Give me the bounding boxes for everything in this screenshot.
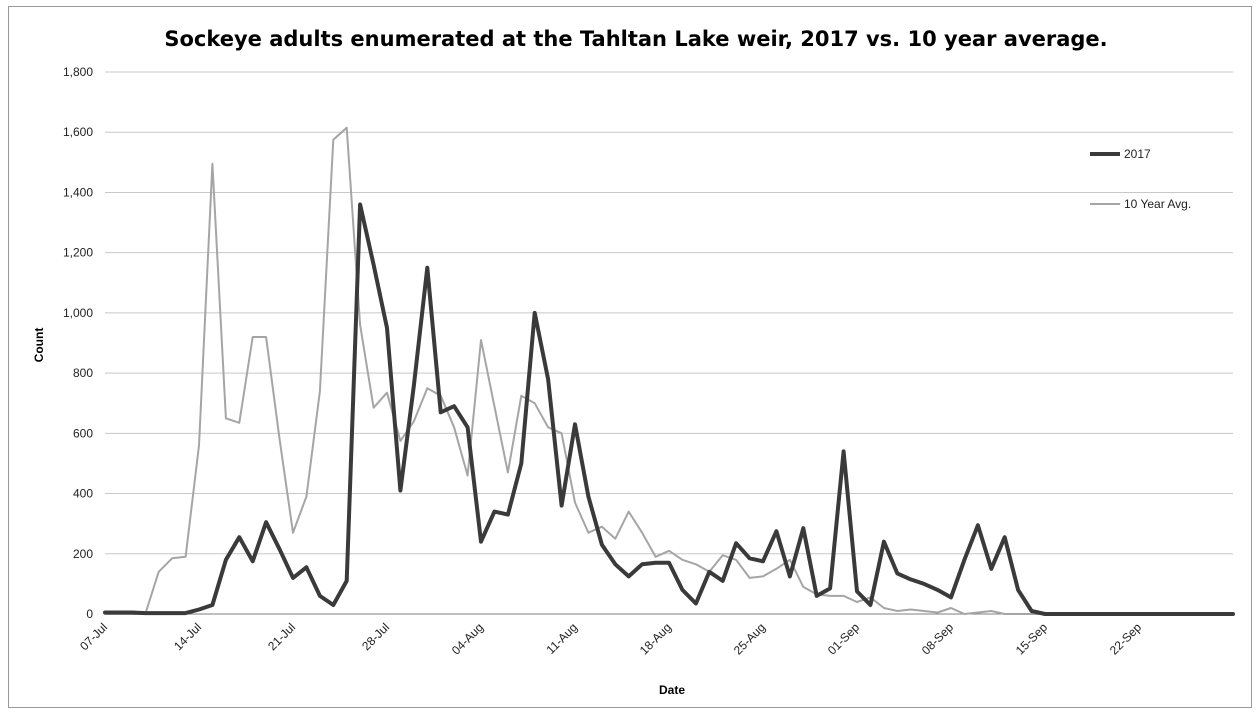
grid-lines — [105, 71, 1233, 615]
y-tick-label: 1,600 — [63, 125, 93, 139]
x-tick-label: 08-Sep — [919, 620, 956, 657]
y-tick-label: 600 — [73, 426, 93, 440]
y-tick-label: 1,800 — [63, 65, 93, 79]
x-axis-title: Date — [659, 683, 685, 697]
series-line-2017 — [103, 202, 1235, 616]
y-tick-label: 400 — [73, 487, 93, 501]
series-layer — [103, 126, 1235, 616]
y-tick-label: 800 — [73, 366, 93, 380]
legend: 2017 10 Year Avg. — [1090, 147, 1191, 211]
x-axis-ticks: 07-Jul 14-Jul 21-Jul 28-Jul 04-Aug 11-Aug 18-A… — [77, 620, 1144, 657]
chart-title: Sockeye adults enumerated at the Tahltan… — [164, 27, 1107, 51]
x-tick-label: 15-Sep — [1013, 620, 1050, 657]
y-tick-label: 200 — [73, 547, 93, 561]
y-axis-title: Count — [32, 328, 46, 363]
y-tick-label: 1,200 — [63, 246, 93, 260]
x-tick-label: 14-Jul — [171, 620, 204, 653]
x-tick-label: 04-Aug — [449, 620, 486, 657]
x-tick-label: 21-Jul — [265, 620, 298, 653]
x-tick-label: 18-Aug — [637, 620, 674, 657]
legend-label: 10 Year Avg. — [1124, 197, 1191, 211]
x-tick-label: 28-Jul — [359, 620, 392, 653]
x-tick-label: 25-Aug — [731, 620, 768, 657]
x-tick-label: 07-Jul — [77, 620, 110, 653]
x-tick-label: 01-Sep — [825, 620, 862, 657]
legend-label: 2017 — [1124, 147, 1151, 161]
x-tick-label: 22-Sep — [1107, 620, 1144, 657]
y-tick-label: 0 — [86, 607, 93, 621]
y-tick-label: 1,400 — [63, 185, 93, 199]
y-tick-label: 1,000 — [63, 306, 93, 320]
x-tick-label: 11-Aug — [543, 620, 580, 657]
y-axis-ticks: 0 200 400 600 800 1,000 1,200 1,400 1,600 1,800 — [63, 65, 93, 621]
